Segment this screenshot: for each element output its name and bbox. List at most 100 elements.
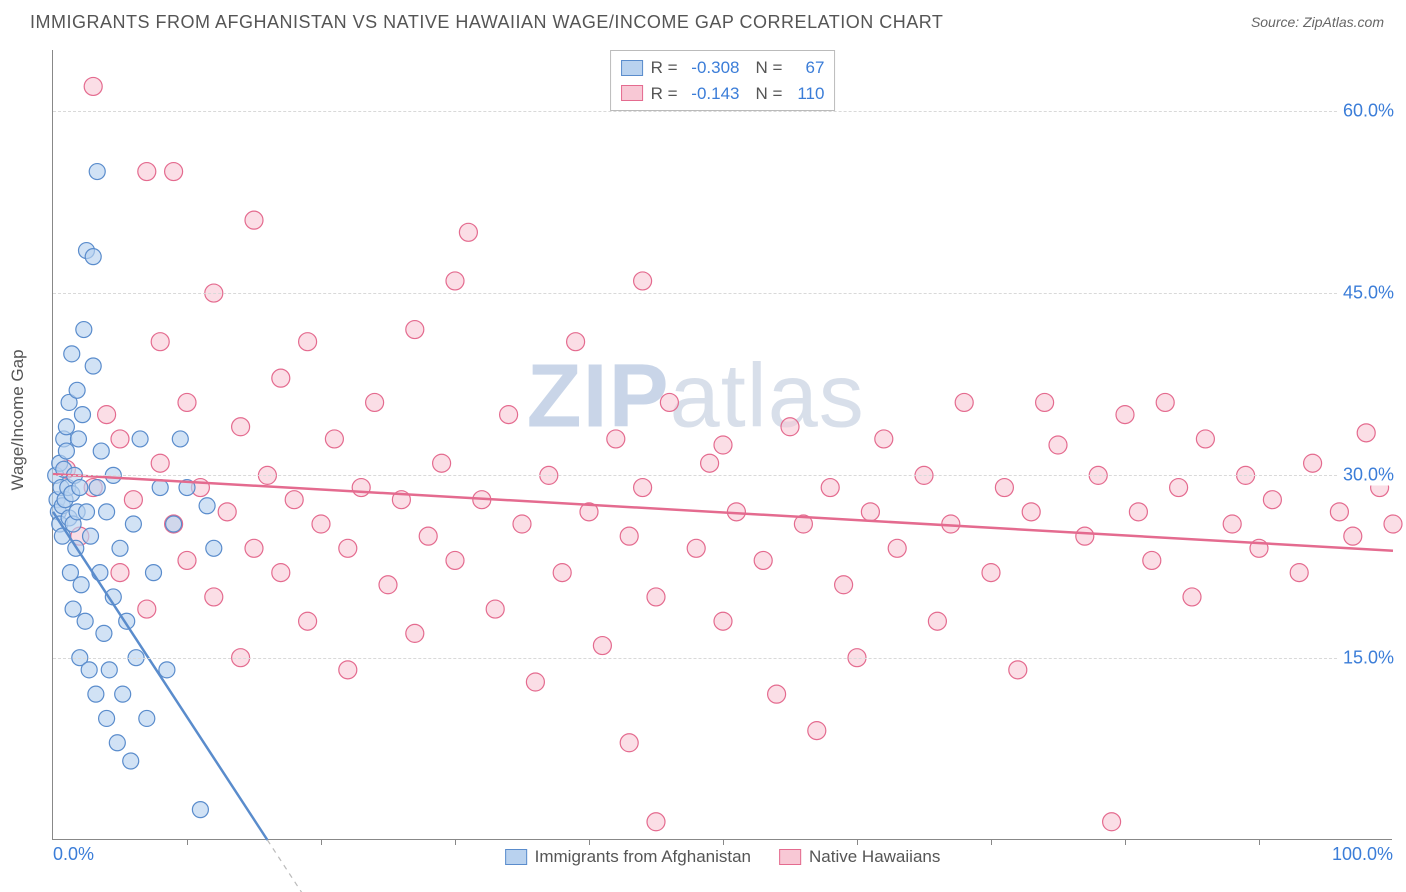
gridline <box>53 111 1392 112</box>
legend-swatch <box>505 849 527 865</box>
data-point <box>72 480 88 496</box>
data-point <box>1116 406 1134 424</box>
data-point <box>1022 503 1040 521</box>
y-tick-label: 30.0% <box>1337 465 1394 486</box>
data-point <box>123 753 139 769</box>
data-point <box>1290 564 1308 582</box>
chart-svg <box>53 50 1392 839</box>
data-point <box>152 480 168 496</box>
data-point <box>861 503 879 521</box>
data-point <box>714 612 732 630</box>
data-point <box>166 516 182 532</box>
legend-r-value: -0.308 <box>686 55 740 81</box>
data-point <box>567 333 585 351</box>
data-point <box>339 539 357 557</box>
data-point <box>111 564 129 582</box>
legend-n-label: N = <box>756 55 783 81</box>
legend-r-label: R = <box>651 81 678 107</box>
data-point <box>419 527 437 545</box>
data-point <box>1049 436 1067 454</box>
y-tick-label: 15.0% <box>1337 647 1394 668</box>
data-point <box>526 673 544 691</box>
data-point <box>754 551 772 569</box>
data-point <box>1263 491 1281 509</box>
data-point <box>1344 527 1362 545</box>
data-point <box>607 430 625 448</box>
data-point <box>76 322 92 338</box>
data-point <box>768 685 786 703</box>
data-point <box>77 613 93 629</box>
x-tick-label: 100.0% <box>1332 844 1393 865</box>
x-tick-label: 0.0% <box>53 844 94 865</box>
data-point <box>151 333 169 351</box>
data-point <box>115 686 131 702</box>
data-point <box>69 382 85 398</box>
data-point <box>714 436 732 454</box>
legend-n-value: 67 <box>790 55 824 81</box>
data-point <box>299 333 317 351</box>
legend-item: Native Hawaiians <box>779 847 940 867</box>
data-point <box>1156 393 1174 411</box>
data-point <box>1304 454 1322 472</box>
data-point <box>64 346 80 362</box>
data-point <box>459 223 477 241</box>
data-point <box>312 515 330 533</box>
data-point <box>634 272 652 290</box>
data-point <box>65 601 81 617</box>
data-point <box>88 686 104 702</box>
legend-swatch <box>779 849 801 865</box>
data-point <box>124 491 142 509</box>
legend-n-value: 110 <box>790 81 824 107</box>
data-point <box>687 539 705 557</box>
data-point <box>1129 503 1147 521</box>
data-point <box>620 527 638 545</box>
legend-label: Native Hawaiians <box>809 847 940 867</box>
legend-series: Immigrants from AfghanistanNative Hawaii… <box>505 847 941 867</box>
data-point <box>1009 661 1027 679</box>
data-point <box>125 516 141 532</box>
data-point <box>89 480 105 496</box>
data-point <box>85 249 101 265</box>
data-point <box>70 431 86 447</box>
data-point <box>433 454 451 472</box>
data-point <box>446 551 464 569</box>
data-point <box>634 479 652 497</box>
x-tick-mark <box>857 839 858 845</box>
chart-title: IMMIGRANTS FROM AFGHANISTAN VS NATIVE HA… <box>30 12 943 33</box>
data-point <box>99 504 115 520</box>
data-point <box>272 369 290 387</box>
legend-n-label: N = <box>756 81 783 107</box>
data-point <box>928 612 946 630</box>
data-point <box>1143 551 1161 569</box>
data-point <box>192 802 208 818</box>
data-point <box>172 431 188 447</box>
legend-swatch <box>621 60 643 76</box>
data-point <box>245 539 263 557</box>
data-point <box>73 577 89 593</box>
data-point <box>165 163 183 181</box>
x-tick-mark <box>1125 839 1126 845</box>
legend-swatch <box>621 85 643 101</box>
data-point <box>101 662 117 678</box>
data-point <box>132 431 148 447</box>
data-point <box>325 430 343 448</box>
data-point <box>93 443 109 459</box>
data-point <box>1036 393 1054 411</box>
data-point <box>352 479 370 497</box>
data-point <box>151 454 169 472</box>
y-axis-label: Wage/Income Gap <box>8 349 28 490</box>
legend-row: R = -0.143 N = 110 <box>621 81 825 107</box>
data-point <box>85 358 101 374</box>
data-point <box>1183 588 1201 606</box>
legend-r-value: -0.143 <box>686 81 740 107</box>
gridline <box>53 658 1392 659</box>
data-point <box>781 418 799 436</box>
plot-area: ZIPatlas R =-0.308N =67R =-0.143N =110 I… <box>52 50 1392 840</box>
data-point <box>99 710 115 726</box>
x-tick-mark <box>723 839 724 845</box>
x-tick-mark <box>1259 839 1260 845</box>
data-point <box>98 406 116 424</box>
data-point <box>138 600 156 618</box>
data-point <box>1196 430 1214 448</box>
data-point <box>178 393 196 411</box>
